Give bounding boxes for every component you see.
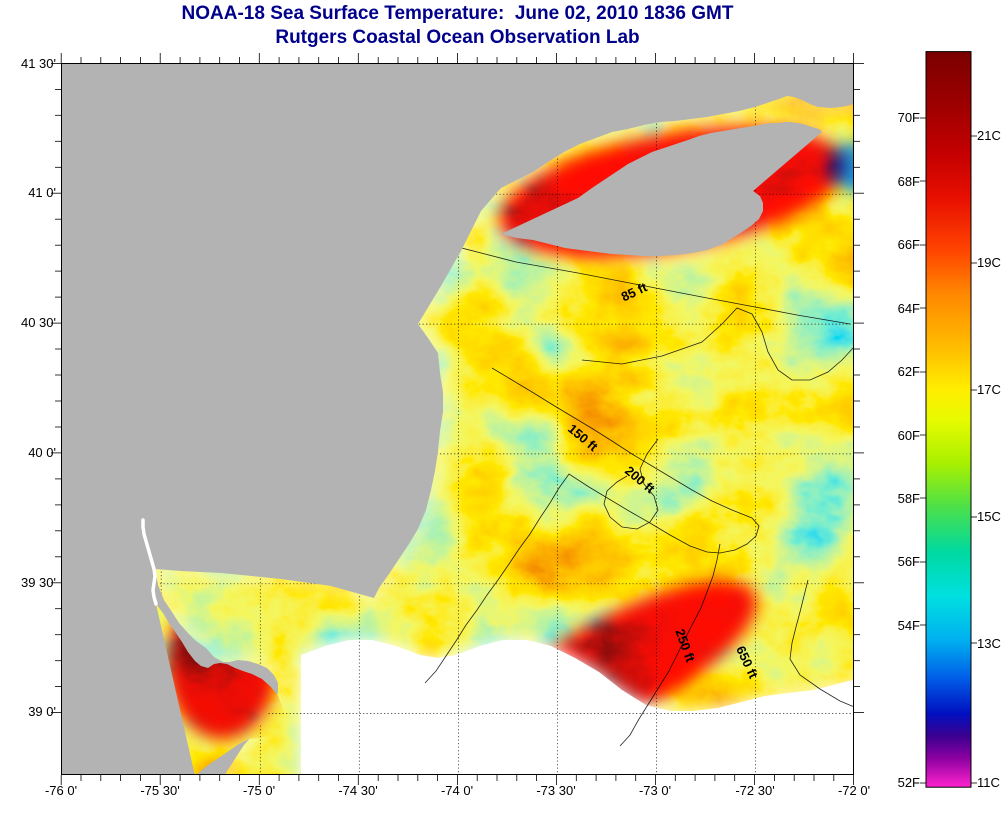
svg-text:-75 30': -75 30' bbox=[140, 783, 179, 798]
svg-text:66F: 66F bbox=[898, 237, 920, 252]
svg-text:-74 0': -74 0' bbox=[441, 783, 473, 798]
svg-text:40 0': 40 0' bbox=[28, 445, 56, 460]
svg-text:15C: 15C bbox=[977, 509, 1001, 524]
svg-text:-72 0': -72 0' bbox=[838, 783, 870, 798]
svg-text:11C: 11C bbox=[977, 775, 1000, 790]
svg-text:21C: 21C bbox=[977, 128, 1001, 143]
svg-text:60F: 60F bbox=[898, 428, 920, 443]
svg-text:40 30': 40 30' bbox=[21, 315, 56, 330]
svg-text:68F: 68F bbox=[898, 174, 920, 189]
svg-text:-73 0': -73 0' bbox=[639, 783, 671, 798]
svg-text:-75 0': -75 0' bbox=[243, 783, 275, 798]
svg-text:54F: 54F bbox=[898, 618, 920, 633]
svg-text:13C: 13C bbox=[977, 636, 1001, 651]
svg-text:39 0': 39 0' bbox=[28, 704, 56, 719]
svg-text:64F: 64F bbox=[898, 301, 920, 316]
svg-text:52F: 52F bbox=[898, 775, 920, 790]
svg-text:56F: 56F bbox=[898, 554, 920, 569]
svg-text:-72 30': -72 30' bbox=[735, 783, 774, 798]
svg-text:19C: 19C bbox=[977, 255, 1001, 270]
svg-text:62F: 62F bbox=[898, 364, 920, 379]
svg-text:-74 30': -74 30' bbox=[338, 783, 377, 798]
svg-text:-76 0': -76 0' bbox=[45, 783, 77, 798]
svg-text:41 30': 41 30' bbox=[21, 56, 56, 71]
svg-text:58F: 58F bbox=[898, 491, 920, 506]
svg-text:41 0': 41 0' bbox=[28, 185, 56, 200]
svg-text:-73 30': -73 30' bbox=[536, 783, 575, 798]
svg-text:39 30': 39 30' bbox=[21, 575, 56, 590]
svg-text:17C: 17C bbox=[977, 382, 1001, 397]
svg-text:70F: 70F bbox=[898, 110, 920, 125]
